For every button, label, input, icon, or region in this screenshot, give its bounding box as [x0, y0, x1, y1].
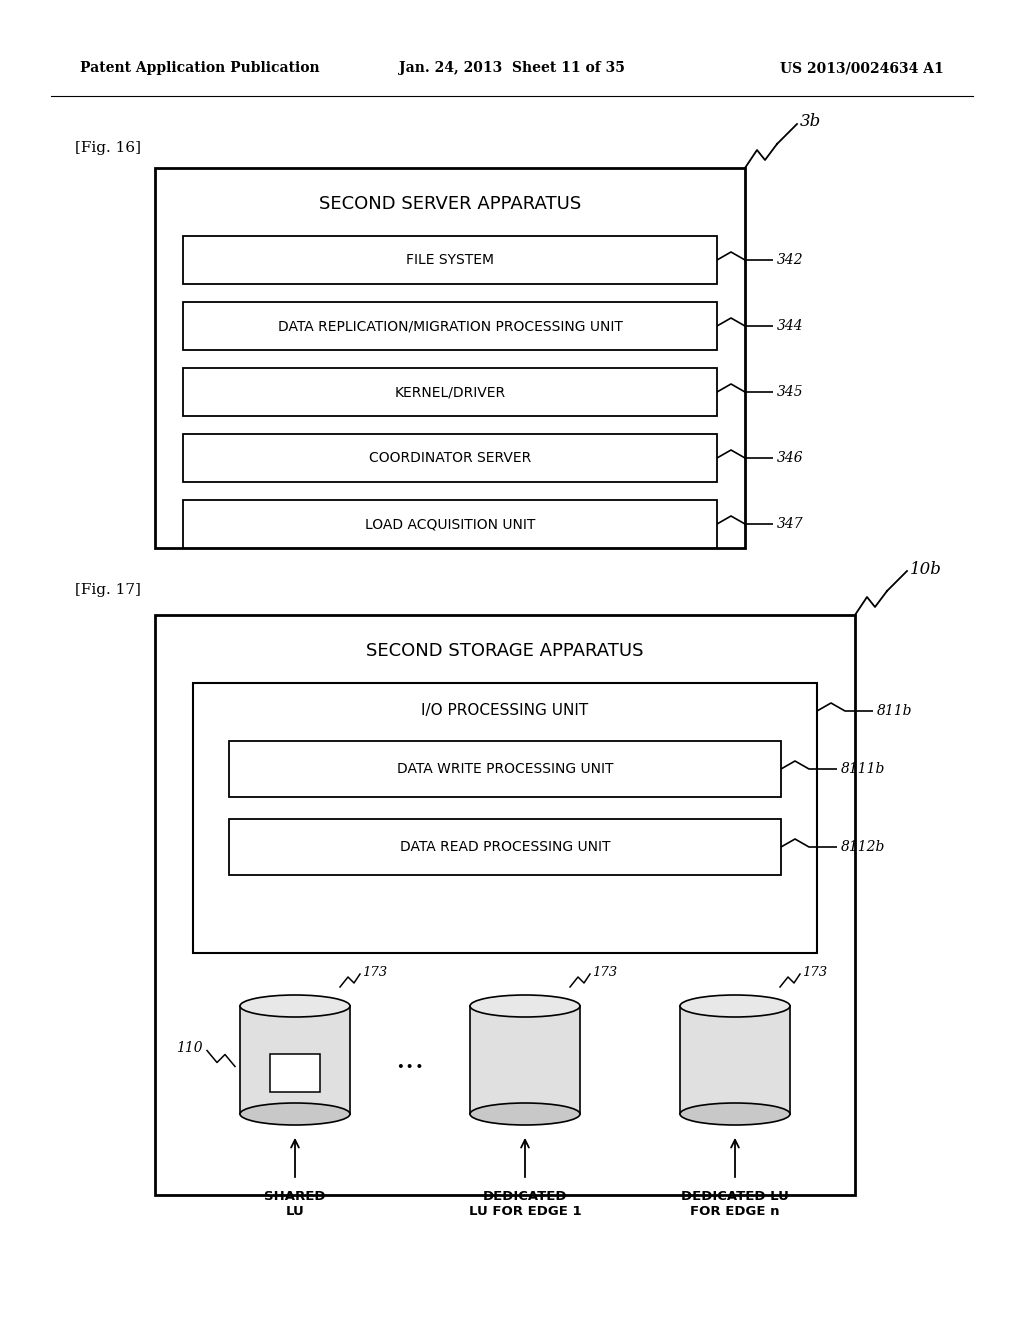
Bar	[193, 682, 817, 953]
Text: Jan. 24, 2013  Sheet 11 of 35: Jan. 24, 2013 Sheet 11 of 35	[399, 61, 625, 75]
Text: COORDINATOR SERVER: COORDINATOR SERVER	[369, 451, 531, 465]
Bar	[183, 434, 717, 482]
Bar	[470, 1006, 580, 1114]
Text: DEDICATED LU
FOR EDGE n: DEDICATED LU FOR EDGE n	[681, 1191, 788, 1218]
Bar	[155, 615, 855, 1195]
Text: DATA READ PROCESSING UNIT: DATA READ PROCESSING UNIT	[399, 840, 610, 854]
Text: 8111b: 8111b	[841, 762, 886, 776]
Ellipse shape	[240, 1104, 350, 1125]
Text: US 2013/0024634 A1: US 2013/0024634 A1	[780, 61, 944, 75]
Text: LOAD ACQUISITION UNIT: LOAD ACQUISITION UNIT	[365, 517, 536, 531]
Ellipse shape	[470, 995, 580, 1016]
Text: DEDICATED
LU FOR EDGE 1: DEDICATED LU FOR EDGE 1	[469, 1191, 582, 1218]
Text: [Fig. 17]: [Fig. 17]	[75, 583, 141, 597]
Text: 345: 345	[777, 385, 804, 399]
Text: 10b: 10b	[910, 561, 942, 578]
Text: I/O PROCESSING UNIT: I/O PROCESSING UNIT	[421, 704, 589, 718]
Ellipse shape	[680, 1104, 790, 1125]
Ellipse shape	[680, 995, 790, 1016]
Text: Patent Application Publication: Patent Application Publication	[80, 61, 319, 75]
Text: SHARED
LU: SHARED LU	[264, 1191, 326, 1218]
Text: 342: 342	[777, 253, 804, 267]
Text: ...: ...	[395, 1044, 425, 1076]
Text: [Fig. 16]: [Fig. 16]	[75, 141, 141, 154]
Text: 811b: 811b	[877, 704, 912, 718]
Text: 346: 346	[777, 451, 804, 465]
Ellipse shape	[470, 1104, 580, 1125]
Bar	[183, 236, 717, 284]
Text: 3b: 3b	[800, 114, 821, 131]
Text: FILE SYSTEM: FILE SYSTEM	[406, 253, 494, 267]
Text: 173: 173	[592, 966, 617, 979]
Bar	[183, 302, 717, 350]
Text: 173: 173	[362, 966, 387, 979]
Text: SECOND SERVER APPARATUS: SECOND SERVER APPARATUS	[318, 195, 582, 213]
Text: DATA WRITE PROCESSING UNIT: DATA WRITE PROCESSING UNIT	[396, 762, 613, 776]
Text: 8112b: 8112b	[841, 840, 886, 854]
Bar	[240, 1006, 350, 1114]
Text: SECOND STORAGE APPARATUS: SECOND STORAGE APPARATUS	[367, 642, 644, 660]
Ellipse shape	[240, 995, 350, 1016]
Bar	[155, 168, 745, 548]
Text: 110: 110	[176, 1041, 203, 1056]
Bar	[229, 818, 781, 875]
Text: 173: 173	[802, 966, 827, 979]
Bar	[680, 1006, 790, 1114]
Bar	[229, 741, 781, 797]
Bar	[183, 368, 717, 416]
Text: 347: 347	[777, 517, 804, 531]
Text: 344: 344	[777, 319, 804, 333]
Text: KERNEL/DRIVER: KERNEL/DRIVER	[394, 385, 506, 399]
Bar	[183, 500, 717, 548]
Bar	[270, 1053, 319, 1092]
Text: DATA REPLICATION/MIGRATION PROCESSING UNIT: DATA REPLICATION/MIGRATION PROCESSING UN…	[278, 319, 623, 333]
